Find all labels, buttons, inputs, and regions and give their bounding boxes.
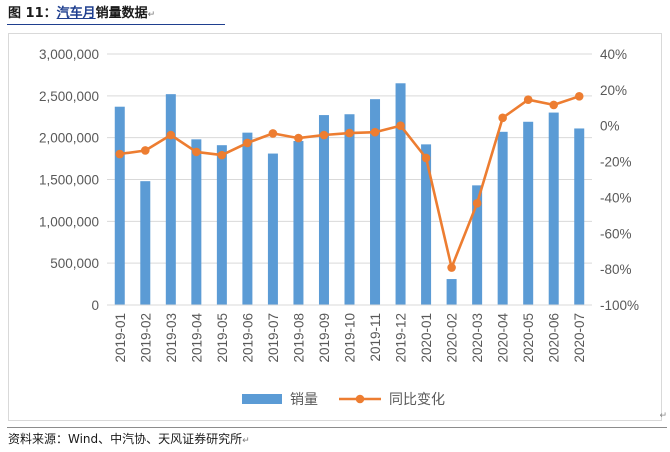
axis-layer: 0 500,000 1,000,000 1,500,000 2,000,000 2,500… <box>39 47 639 363</box>
bar <box>344 114 355 306</box>
line-series <box>115 92 584 272</box>
y-left-tick-label: 1,500,000 <box>39 173 99 188</box>
x-tick-label: 2020-05 <box>521 313 536 363</box>
y-right-tick-label: -60% <box>600 226 632 241</box>
bar <box>165 94 176 305</box>
return-mark-icon: ↵ <box>659 411 667 421</box>
y-right-tick-label: 0% <box>600 119 620 134</box>
x-tick-label: 2019-12 <box>394 313 409 363</box>
line-point <box>472 199 482 208</box>
line-point <box>345 128 354 138</box>
bar <box>395 83 406 306</box>
figure-title-link[interactable]: 汽车月 <box>56 6 96 21</box>
line-point <box>574 92 584 101</box>
legend-line-label: 同比变化 <box>389 391 445 407</box>
bar <box>497 131 508 305</box>
x-tick-label: 2020-03 <box>470 313 485 363</box>
y-left-tick-label: 2,500,000 <box>39 89 99 104</box>
chart-svg: 0 500,000 1,000,000 1,500,000 2,000,000 2,500… <box>39 47 639 407</box>
y-left-tick-label: 2,000,000 <box>39 131 99 146</box>
bar <box>267 153 278 305</box>
x-tick-label: 2019-10 <box>343 313 358 363</box>
bar-series <box>114 83 585 306</box>
legend-bar-swatch <box>242 394 282 404</box>
y-right-tick-label: -40% <box>600 190 632 205</box>
x-tick-label: 2020-06 <box>547 313 562 363</box>
x-tick-label: 2019-08 <box>291 313 306 363</box>
legend: 销量 同比变化 <box>242 391 445 407</box>
source-divider <box>7 427 667 428</box>
y-right-tick-label: 20% <box>600 83 627 98</box>
bar <box>114 106 125 306</box>
x-tick-label: 2019-05 <box>215 313 230 363</box>
bar <box>472 185 483 305</box>
bar <box>370 99 381 306</box>
source-text: 资料来源：Wind、中汽协、天风证券研究所 <box>8 432 243 446</box>
bar <box>421 144 432 305</box>
figure-label: 图 11： <box>8 6 57 21</box>
x-tick-label: 2019-11 <box>368 313 383 362</box>
x-tick-label: 2019-04 <box>189 313 204 363</box>
x-tick-label: 2019-06 <box>240 313 255 363</box>
line-point <box>140 146 150 155</box>
legend-bar-label: 销量 <box>290 391 318 407</box>
y-left-tick-label: 0 <box>91 298 99 313</box>
bar <box>548 112 559 305</box>
x-tick-label: 2019-01 <box>113 313 128 363</box>
bar <box>293 141 304 305</box>
y-right-tick-label: 40% <box>600 47 627 62</box>
bar <box>446 279 457 305</box>
line-point <box>447 263 456 272</box>
line-point <box>370 127 380 137</box>
x-tick-label: 2020-04 <box>496 313 511 363</box>
chart-frame: 0 500,000 1,000,000 1,500,000 2,000,000 2,500… <box>8 33 662 421</box>
figure-title-text: 销量数据 <box>95 6 148 21</box>
line-point <box>294 133 303 143</box>
bar <box>574 128 585 305</box>
line-point <box>192 147 201 157</box>
x-tick-label: 2019-03 <box>164 313 179 363</box>
y-left-tick-label: 3,000,000 <box>39 47 99 62</box>
line-point <box>166 130 176 140</box>
line-point <box>549 100 559 110</box>
bar <box>523 121 534 306</box>
title-underline <box>7 24 225 25</box>
figure-title: 图 11：汽车月销量数据↵ <box>8 5 155 23</box>
line-point <box>115 149 125 159</box>
line-point <box>243 138 252 148</box>
line-point <box>523 95 533 105</box>
line-point <box>421 153 431 163</box>
bar <box>242 132 253 305</box>
line-point <box>217 150 227 160</box>
source-note: 资料来源：Wind、中汽协、天风证券研究所↵ <box>8 431 250 447</box>
paragraph-mark-icon: ↵ <box>242 436 250 446</box>
x-tick-label: 2019-02 <box>138 313 153 363</box>
y-left-tick-label: 500,000 <box>50 256 99 271</box>
x-tick-label: 2020-02 <box>445 313 460 363</box>
bar <box>191 139 202 305</box>
x-tick-label: 2019-09 <box>317 313 332 363</box>
y-right-tick-label: -100% <box>600 298 639 313</box>
x-tick-label: 2020-07 <box>572 313 587 363</box>
bar <box>318 115 329 306</box>
line-point <box>396 121 405 131</box>
line-point <box>498 113 507 123</box>
y-left-tick-label: 1,000,000 <box>39 214 99 229</box>
paragraph-mark-icon: ↵ <box>147 10 156 20</box>
x-tick-label: 2019-07 <box>266 313 281 363</box>
bar <box>140 181 151 305</box>
legend-line-marker <box>355 394 365 404</box>
y-right-tick-label: -80% <box>600 262 632 277</box>
bar <box>216 145 227 305</box>
line-point <box>268 129 278 138</box>
y-right-tick-label: -20% <box>600 155 632 170</box>
line-point <box>319 130 329 140</box>
x-tick-label: 2020-01 <box>419 313 434 363</box>
